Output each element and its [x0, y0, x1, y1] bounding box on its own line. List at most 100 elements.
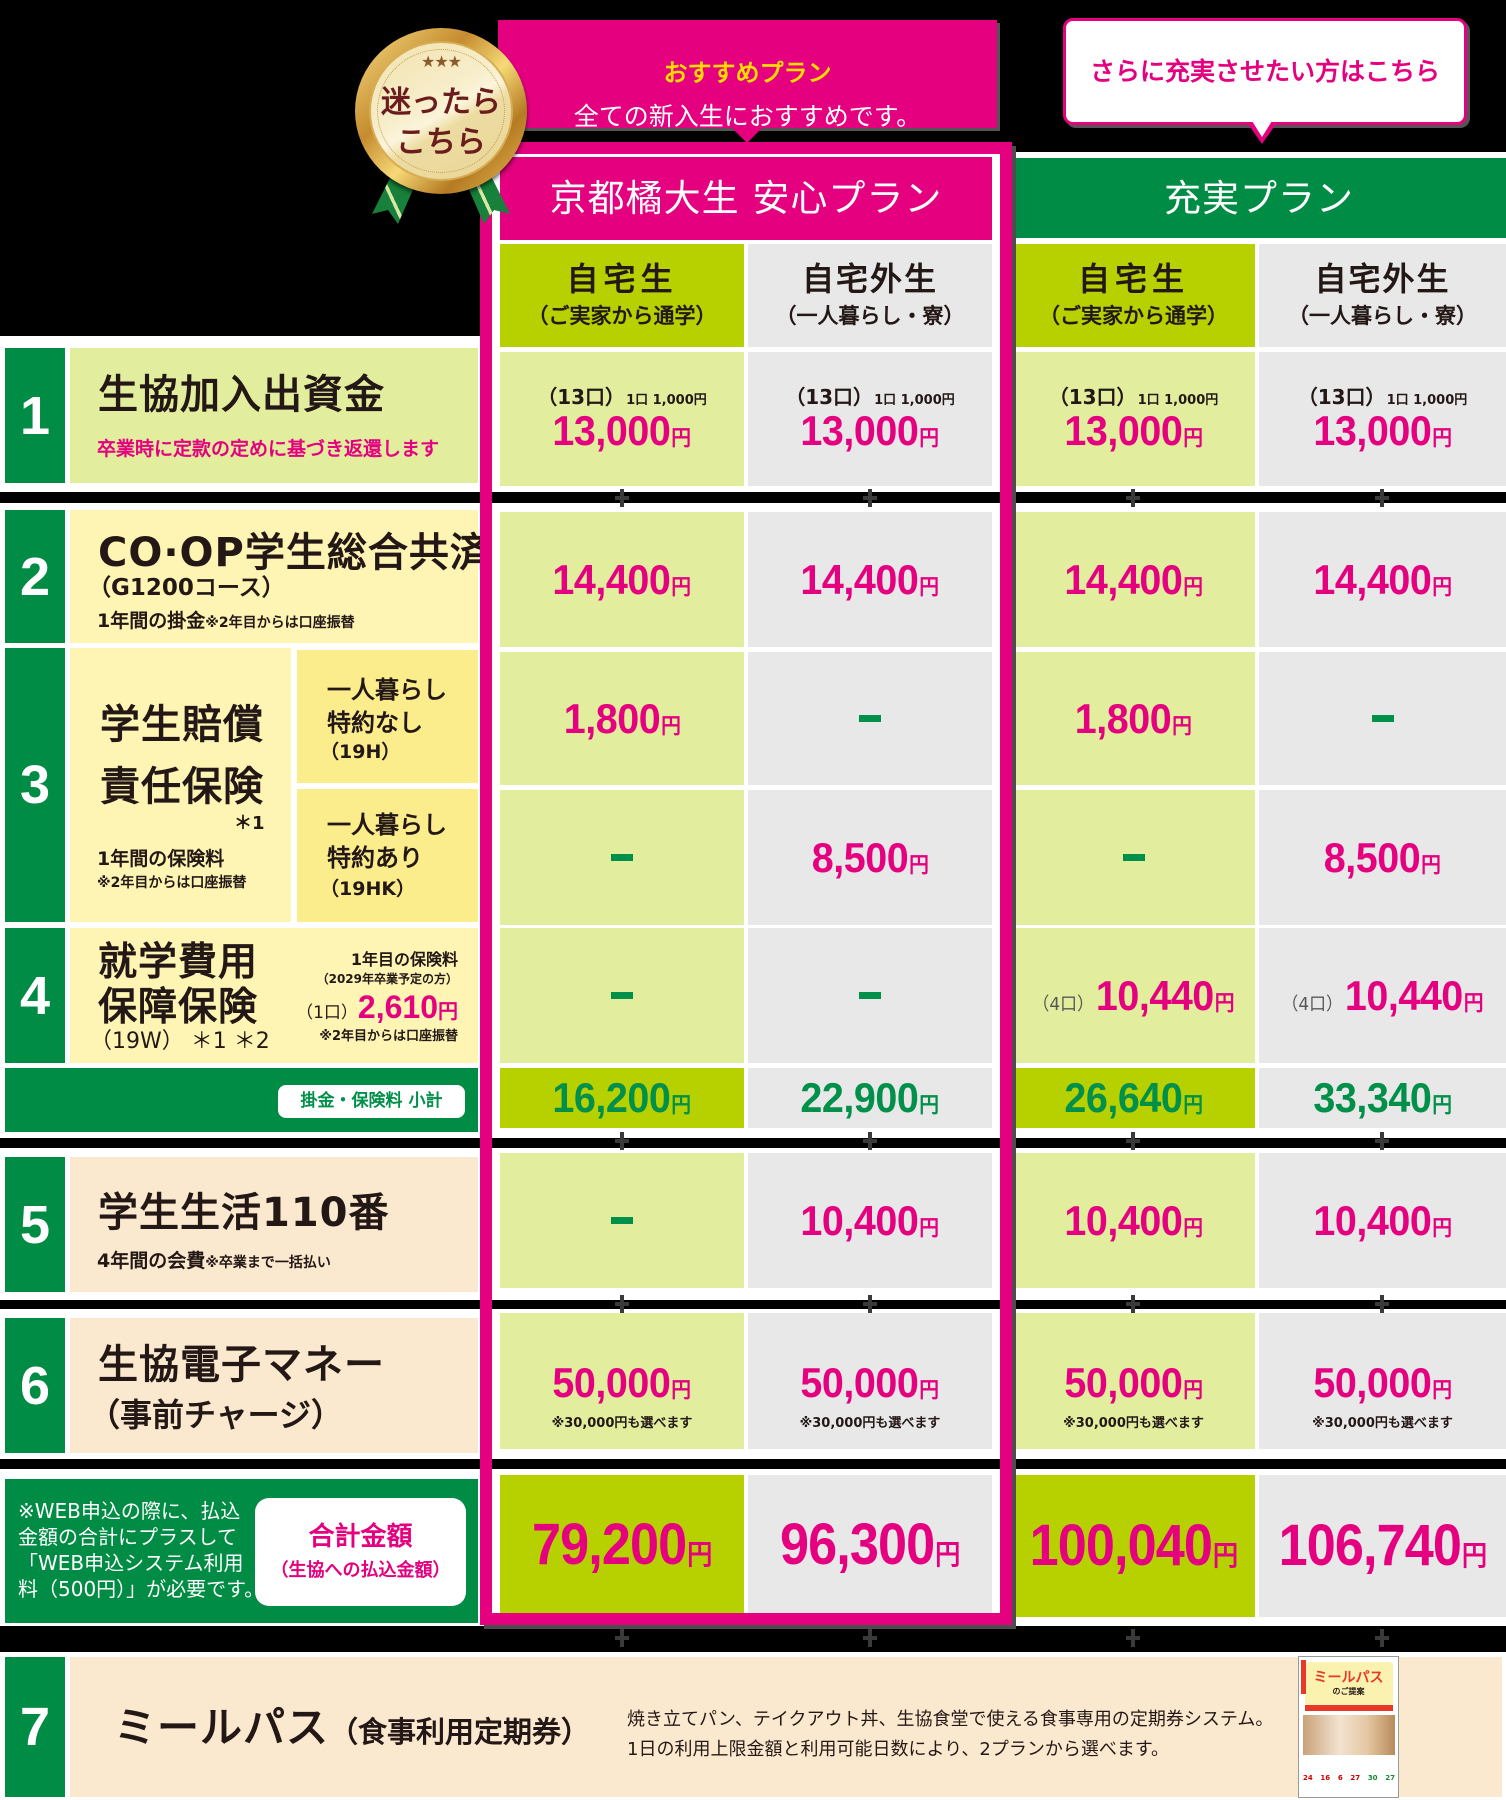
r1-juujitsu-home-cell: （13口）1口 1,000円 13,000 円: [1012, 352, 1255, 486]
recommended-callout: おすすめプラン 全ての新入生におすすめです。: [498, 20, 997, 131]
star-icon: ★★★: [420, 52, 462, 71]
row2-note-main: 1年間の掛金: [97, 610, 206, 632]
yen-unit: 円: [1183, 1377, 1203, 1402]
note-line: 「WEB申込システム利用: [18, 1551, 244, 1575]
poster-photo: [1303, 1715, 1395, 1755]
r1-anshin-home-cell: （13口）1口 1,000円 13,000 円: [500, 352, 744, 486]
row3-label-cell: [70, 648, 291, 922]
yen-unit: 円: [1212, 1539, 1238, 1572]
subtotal-anshin-home-cell: 16,200 円: [500, 1068, 744, 1128]
amount: 106,740: [1278, 1513, 1461, 1578]
recommended-callout-text: 全ての新入生におすすめです。: [573, 102, 922, 131]
r2-juujitsu-away-cell: 14,400 円: [1259, 512, 1506, 647]
row4-premium-block: 1年目の保険料 （2029年卒業予定の方） （1口） 2,610 円 ※2年目か…: [250, 950, 458, 1044]
row5-note: 4年間の会費 ※卒業まで一括払い: [97, 1252, 331, 1271]
poster-day: 27: [1350, 1774, 1361, 1782]
row3-title-line2: 責任保険: [100, 764, 264, 810]
note-line: ※WEB申込の際に、払込: [18, 1499, 241, 1523]
total-sublabel: （生協への払込金額）: [270, 1560, 451, 1581]
row3-title-line1: 学生賠償: [100, 702, 264, 748]
juujitsu-plan-name: 充実プラン: [1164, 176, 1354, 220]
poster-day: 27: [1385, 1774, 1395, 1782]
row7-title: ミールパス （食事利用定期券）: [114, 1707, 590, 1749]
amount: 13,000: [552, 407, 671, 455]
poster-day: 6: [1337, 1774, 1343, 1782]
row6-title: 生協電子マネー: [98, 1342, 385, 1388]
yen-unit: 円: [1214, 990, 1235, 1015]
anshin-plan-header: 京都橘大生 安心プラン: [500, 157, 992, 240]
yen-unit: 円: [1432, 426, 1452, 451]
amount: 50,000: [800, 1358, 919, 1406]
column-subtitle: （ご実家から通学）: [1039, 303, 1228, 328]
row4-code: （19W） ＊1 ＊2: [90, 1029, 270, 1054]
r2-anshin-away-cell: 14,400 円: [748, 512, 992, 647]
r6-anshin-home-cell: 50,000 円 ※30,000円も選べます: [500, 1313, 744, 1449]
column-title: 自宅生: [566, 260, 678, 299]
row3-note-small: ※2年目からは口座振替: [97, 875, 247, 891]
row4-premium-label: 1年目の保険料: [350, 950, 458, 969]
amount: 100,040: [1029, 1513, 1212, 1578]
plus-icon: [1126, 1132, 1140, 1150]
r3b-anshin-away-cell: 8,500 円: [748, 790, 992, 925]
row-number-1: 1: [5, 348, 65, 483]
yen-unit: 円: [919, 1093, 940, 1117]
yen-unit: 円: [671, 1377, 692, 1402]
amount: 26,640: [1064, 1074, 1183, 1121]
row5-title: 学生生活110番: [98, 1190, 390, 1236]
plus-icon: [1126, 1629, 1140, 1647]
unit-price: 1口 1,000円: [1386, 392, 1468, 408]
row3-option-b-line2: 特約あり: [327, 844, 423, 872]
row3-option-a-line2: 特約なし: [327, 709, 423, 737]
amount: 13,000: [1064, 407, 1183, 455]
total-juujitsu-home-cell: 100,040 円: [1012, 1475, 1255, 1617]
description-line: 焼き立てパン、テイクアウト丼、生協食堂で使える食事専用の定期券システム。: [627, 1709, 1274, 1730]
amount: 1,800: [1074, 694, 1172, 742]
amount: 1,800: [563, 694, 660, 742]
anshin-away-header: 自宅外生 （一人暮らし・寮）: [748, 244, 992, 347]
yen-unit: 円: [1172, 713, 1193, 738]
amount: 22,900: [800, 1074, 919, 1121]
recommended-plan-frame: [480, 142, 1012, 1625]
row3-footnote-mark: ＊1: [234, 813, 265, 834]
poster-day: 16: [1320, 1774, 1331, 1782]
poster-subtitle: のご提案: [1332, 1687, 1365, 1696]
juujitsu-away-header: 自宅外生 （一人暮らし・寮）: [1259, 244, 1506, 347]
subtotal-juujitsu-home-cell: 26,640 円: [1012, 1068, 1255, 1128]
premium-callout-text: さらに充実させたい方はこちら: [1089, 57, 1440, 86]
not-applicable-dash: —: [1371, 715, 1394, 722]
amount: 10,400: [1313, 1196, 1432, 1244]
r4-anshin-away-cell: —: [748, 928, 992, 1063]
row4-premium-sub: （2029年卒業予定の方）: [316, 972, 458, 986]
r3b-juujitsu-home-cell: —: [1012, 790, 1255, 925]
units: （4口）: [1032, 993, 1095, 1015]
amount: 13,000: [1313, 407, 1432, 455]
column-title: 自宅生: [1077, 260, 1189, 299]
plus-icon: [863, 1295, 877, 1313]
total-chip: 合計金額 （生協への払込金額）: [255, 1498, 466, 1606]
amount: 10,400: [800, 1196, 919, 1244]
plus-icon: [1126, 489, 1140, 507]
yen-unit: 円: [1432, 1093, 1452, 1117]
row1-note: 卒業時に定款の定めに基づき返還します: [97, 438, 440, 460]
value-note: ※30,000円も選べます: [1312, 1415, 1453, 1431]
subtotal-chip: 掛金・保険料 小計: [278, 1085, 465, 1118]
unit-price: 1口 1,000円: [626, 392, 707, 408]
r2-juujitsu-home-cell: 14,400 円: [1012, 512, 1255, 647]
row3-option-a-line1: 一人暮らし: [327, 676, 447, 704]
row-number-2: 2: [5, 510, 65, 643]
r3a-juujitsu-away-cell: —: [1259, 652, 1506, 785]
row-number-3: 3: [5, 648, 65, 922]
plus-icon: [1126, 1295, 1140, 1313]
amount: 8,500: [811, 833, 908, 881]
r5-juujitsu-home-cell: 10,400 円: [1012, 1153, 1255, 1288]
not-applicable-dash: —: [859, 992, 881, 999]
row3-option-b-cell: [297, 789, 478, 922]
row3-option-a-cell: [297, 650, 478, 783]
amount: 14,400: [552, 555, 671, 603]
plus-icon: [615, 489, 629, 507]
row4-label-cell: [70, 928, 478, 1063]
r3b-anshin-home-cell: —: [500, 790, 744, 925]
anshin-home-header: 自宅生 （ご実家から通学）: [500, 244, 744, 347]
row-number-7: 7: [5, 1657, 65, 1797]
poster-title: ミールパス: [1313, 1670, 1384, 1686]
